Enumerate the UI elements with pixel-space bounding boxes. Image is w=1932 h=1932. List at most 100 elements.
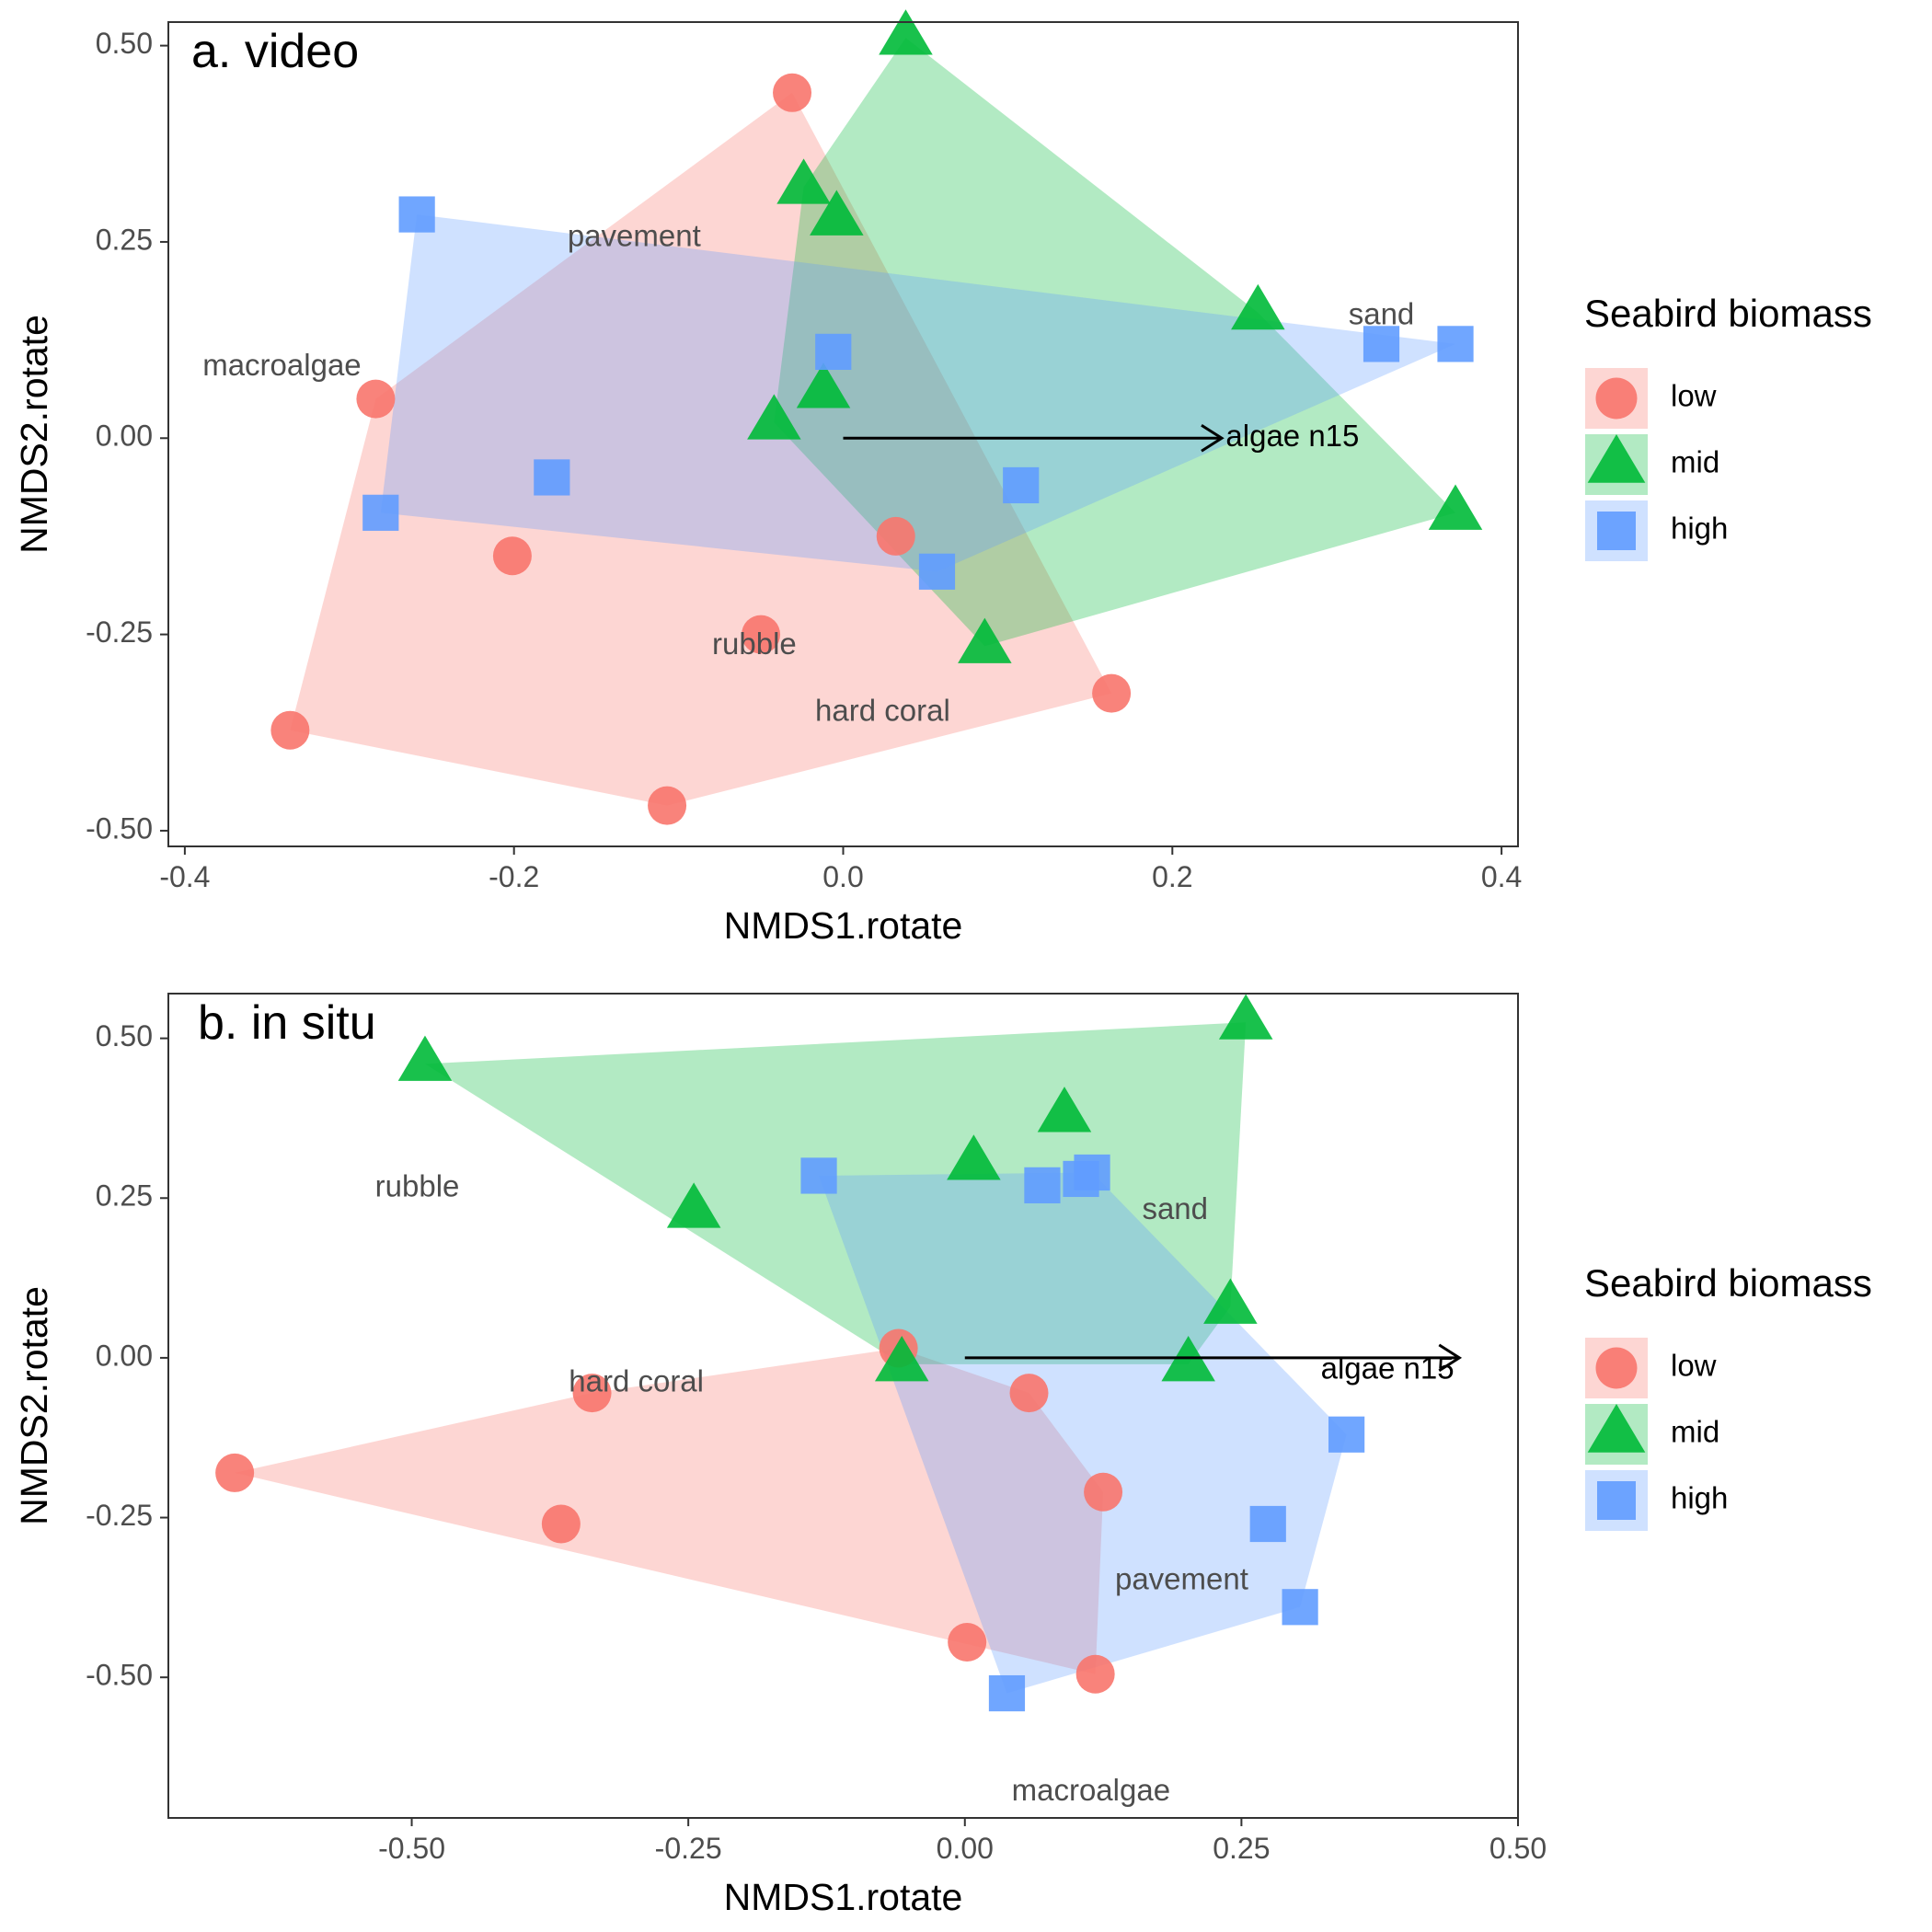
legend-label-mid: mid xyxy=(1671,1415,1719,1449)
hull-high xyxy=(380,214,1456,572)
point-mid xyxy=(666,1182,721,1228)
point-high xyxy=(815,333,852,370)
env-label: rubble xyxy=(375,1169,460,1203)
point-mid xyxy=(747,394,801,440)
y-tick-label: -0.25 xyxy=(86,1499,153,1532)
point-high xyxy=(1249,1505,1286,1543)
panel-b-x-ticks: -0.50 -0.25 0.00 0.25 0.50 xyxy=(378,1818,1547,1865)
legend-label-low: low xyxy=(1671,1349,1717,1383)
point-mid xyxy=(1203,1278,1258,1324)
panel-a-env-labels: pavement sand macroalgae rubble hard coral xyxy=(202,218,1414,727)
y-tick-label: 0.00 xyxy=(96,1339,153,1372)
point-low xyxy=(648,786,687,825)
env-label: hard coral xyxy=(815,694,950,728)
x-tick-label: -0.25 xyxy=(655,1832,722,1865)
panel-a-vectors: algae n15 xyxy=(843,419,1359,453)
point-mid xyxy=(397,1035,453,1081)
point-mid xyxy=(947,1134,1001,1180)
panel-b-in-situ: rubble sand hard coral pavement macroalgae a… xyxy=(13,993,1547,1918)
legend-key-mid xyxy=(1587,434,1646,483)
hull-low xyxy=(235,1348,1104,1674)
legend-panel-b: Seabird biomass low mid high xyxy=(1584,1261,1872,1531)
legend-title: Seabird biomass xyxy=(1584,292,1872,335)
legend-key-low xyxy=(1595,377,1638,420)
panel-b-border xyxy=(167,993,1519,1819)
point-high xyxy=(1282,1589,1318,1626)
legend-items: low mid high xyxy=(1585,1338,1728,1531)
point-low xyxy=(356,379,396,419)
panel-a-video: pavement sand macroalgae rubble hard coral a… xyxy=(13,9,1522,947)
point-high xyxy=(1024,1167,1061,1203)
vector-label: algae n15 xyxy=(1321,1351,1455,1386)
legend-key-high xyxy=(1597,512,1636,550)
env-label: pavement xyxy=(568,218,701,252)
point-low xyxy=(492,536,532,576)
point-high xyxy=(918,553,956,590)
y-tick-label: -0.25 xyxy=(86,615,153,649)
panel-a-y-ticks: -0.50 -0.25 0.00 0.25 0.50 xyxy=(86,27,168,845)
env-label: sand xyxy=(1349,297,1415,331)
point-mid xyxy=(776,158,831,204)
point-low xyxy=(270,710,310,750)
legend-key-low xyxy=(1595,1347,1638,1389)
point-high xyxy=(534,459,570,496)
panel-a-points xyxy=(270,9,1483,825)
point-low xyxy=(876,516,915,556)
point-high xyxy=(1003,466,1040,504)
panel-a-x-axis-title: NMDS1.rotate xyxy=(724,904,963,947)
panel-b-title: b. in situ xyxy=(198,996,376,1050)
env-label: macroalgae xyxy=(202,348,361,382)
hull-mid xyxy=(774,38,1456,647)
legend-title: Seabird biomass xyxy=(1584,1261,1872,1305)
env-label: sand xyxy=(1142,1191,1208,1225)
hull-high xyxy=(819,1172,1347,1694)
legend-label-high: high xyxy=(1671,512,1728,546)
point-high xyxy=(1328,1416,1365,1453)
point-mid xyxy=(1428,484,1483,530)
point-low xyxy=(773,73,812,112)
panel-b-vectors: algae n15 xyxy=(964,1343,1463,1386)
panel-a-title: a. video xyxy=(191,25,359,78)
panel-b-points xyxy=(215,994,1365,1712)
panel-b-env-labels: rubble sand hard coral pavement macroalgae xyxy=(375,1169,1248,1807)
panel-b-y-ticks: -0.50 -0.25 0.00 0.25 0.50 xyxy=(86,1019,168,1692)
panel-a-hulls xyxy=(290,38,1456,806)
point-mid xyxy=(1218,994,1273,1040)
point-low xyxy=(572,1374,612,1413)
y-tick-label: 0.25 xyxy=(96,1179,153,1213)
point-mid xyxy=(879,9,933,55)
vector-arrow-head xyxy=(1201,424,1225,453)
legend-panel-a: Seabird biomass low mid high xyxy=(1584,292,1872,561)
x-tick-label: 0.00 xyxy=(937,1832,994,1865)
x-tick-label: 0.4 xyxy=(1481,860,1522,893)
panel-a-y-axis-title: NMDS2.rotate xyxy=(13,315,55,554)
point-mid xyxy=(874,1336,929,1382)
y-tick-label: -0.50 xyxy=(86,811,153,845)
env-label: rubble xyxy=(712,627,797,661)
point-high xyxy=(988,1674,1026,1712)
point-low xyxy=(1084,1472,1123,1512)
y-tick-label: 0.00 xyxy=(96,420,153,453)
point-high xyxy=(800,1157,837,1194)
legend-items: low mid high xyxy=(1585,368,1728,561)
point-low xyxy=(1009,1374,1049,1413)
panel-a-x-ticks: -0.4 -0.2 0.0 0.2 0.4 xyxy=(159,846,1522,893)
x-tick-label: -0.2 xyxy=(489,860,539,893)
point-low xyxy=(1092,673,1132,713)
point-mid xyxy=(796,362,851,408)
x-tick-label: -0.50 xyxy=(378,1832,445,1865)
legend-key-mid xyxy=(1587,1404,1646,1453)
point-low xyxy=(215,1453,255,1492)
vector-arrow-head xyxy=(1438,1343,1463,1373)
point-high xyxy=(1363,326,1400,362)
legend-label-low: low xyxy=(1671,379,1717,413)
point-mid xyxy=(810,190,864,236)
x-tick-label: 0.25 xyxy=(1213,1832,1270,1865)
x-tick-label: 0.0 xyxy=(822,860,863,893)
x-tick-label: 0.2 xyxy=(1152,860,1192,893)
point-high xyxy=(398,196,435,233)
point-mid xyxy=(1037,1087,1092,1133)
point-low xyxy=(541,1504,581,1544)
